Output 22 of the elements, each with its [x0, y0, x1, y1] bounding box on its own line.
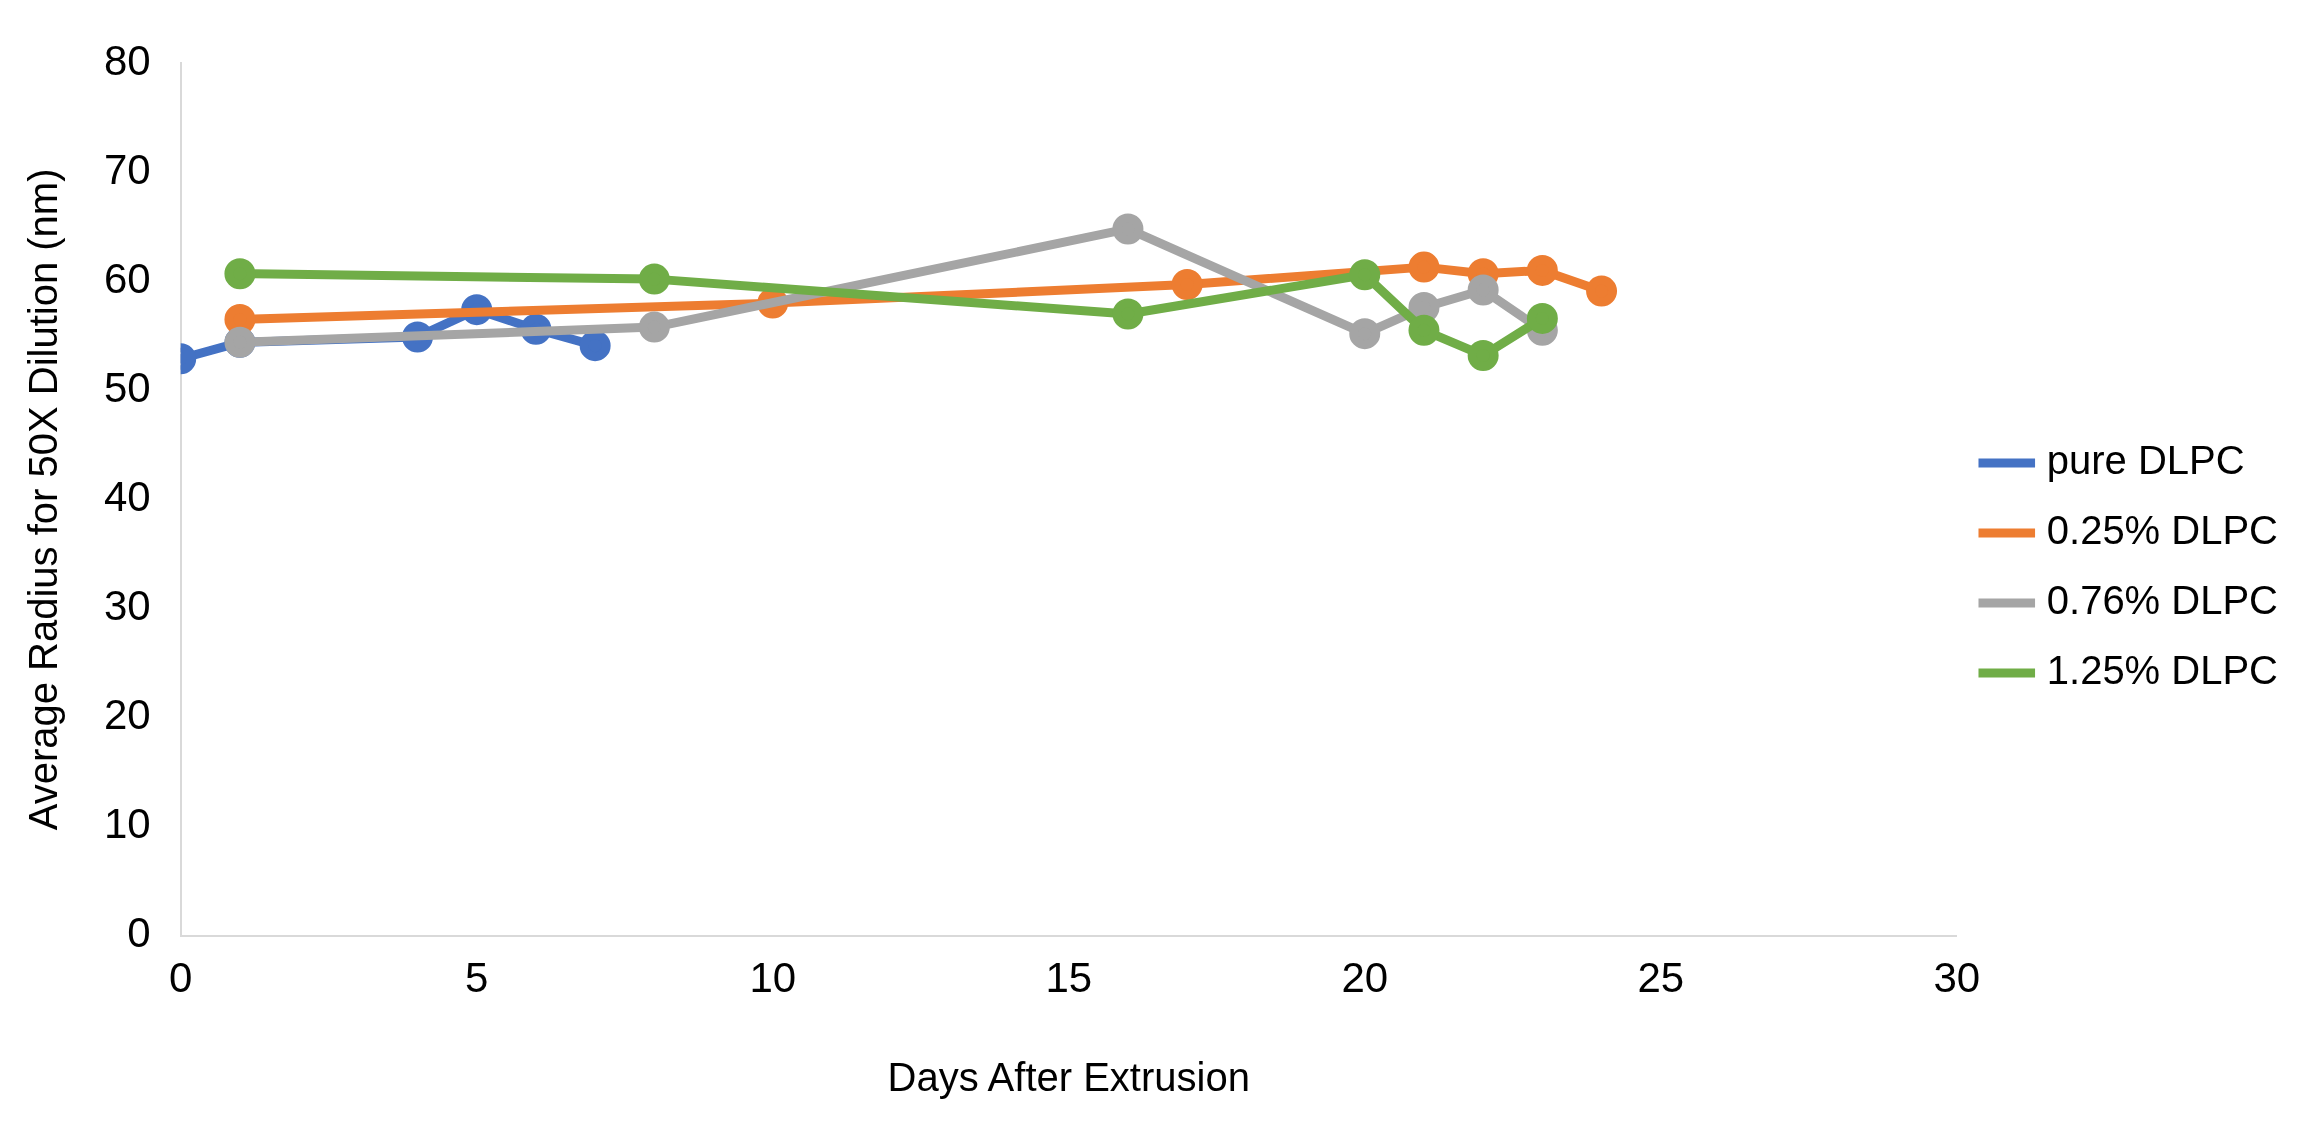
y-tick-label: 20 — [104, 691, 151, 739]
x-tick-label: 20 — [1341, 954, 1389, 1002]
legend-label: 1.25% DLPC — [2046, 648, 2278, 693]
y-tick-label: 60 — [104, 254, 151, 302]
y-axis-title: Average Radius for 50X Dilution (nm) — [21, 168, 66, 831]
y-tick-label: 0 — [127, 909, 151, 957]
x-axis-title: Days After Extrusion — [887, 1055, 1250, 1100]
y-tick-label: 50 — [104, 363, 151, 411]
x-tick-label: 30 — [1933, 954, 1981, 1002]
legend-label: pure DLPC — [2046, 438, 2245, 483]
y-tick-label: 70 — [104, 145, 151, 193]
legend-label: 0.25% DLPC — [2046, 508, 2278, 553]
y-tick-label: 40 — [104, 472, 151, 520]
x-tick-label: 15 — [1045, 954, 1093, 1002]
x-tick-label: 25 — [1637, 954, 1685, 1002]
legend-label: 0.76% DLPC — [2046, 578, 2278, 623]
y-tick-label: 80 — [104, 36, 151, 84]
y-tick-label: 30 — [104, 582, 151, 630]
x-tick-label: 0 — [169, 954, 193, 1002]
y-tick-label: 10 — [104, 800, 151, 848]
x-tick-label: 5 — [465, 954, 489, 1002]
x-tick-label: 10 — [749, 954, 797, 1002]
